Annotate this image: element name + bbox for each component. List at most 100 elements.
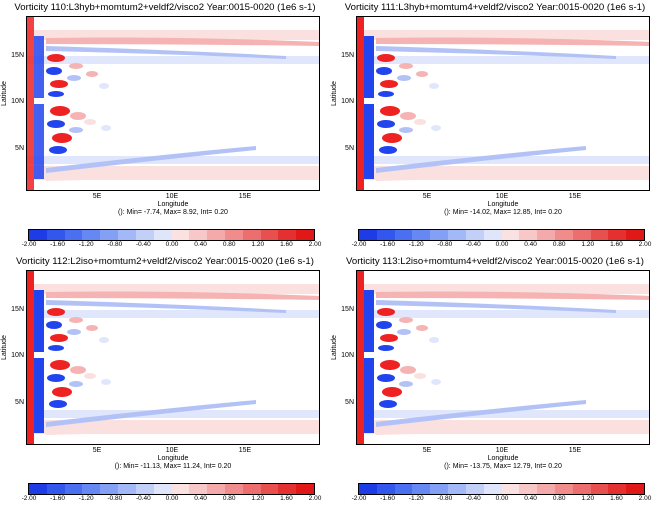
colorbar-swatch bbox=[430, 230, 449, 240]
colorbar-label: -2.00 bbox=[21, 241, 37, 248]
wake-streak bbox=[46, 37, 320, 46]
colorbar-swatch bbox=[359, 484, 377, 494]
colorbar-swatch bbox=[189, 484, 208, 494]
colorbar-label: 1.20 bbox=[581, 241, 595, 248]
zonal-band bbox=[26, 310, 320, 318]
colorbar-label: 2.00 bbox=[638, 495, 652, 502]
colorbar-swatch bbox=[171, 484, 190, 494]
y-tick-15n: 15N bbox=[341, 52, 354, 59]
boundary-jet bbox=[26, 270, 34, 445]
panel-title: Vorticity 111:L3hyb+momtum4+veldf2/visco… bbox=[344, 2, 646, 13]
wake-streak bbox=[376, 300, 616, 313]
x-tick-5e: 5E bbox=[92, 193, 102, 200]
wake-streak bbox=[46, 146, 256, 173]
colorbar-label: 1.20 bbox=[581, 495, 595, 502]
eddy-cell bbox=[400, 112, 416, 120]
zonal-band bbox=[356, 56, 650, 64]
colorbar bbox=[358, 229, 645, 241]
x-tick-15e: 15E bbox=[568, 193, 582, 200]
wake-streak bbox=[46, 46, 286, 59]
colorbar-swatch bbox=[171, 230, 190, 240]
colorbar-label: 0.80 bbox=[222, 495, 236, 502]
vorticity-heatmap bbox=[356, 270, 650, 445]
colorbar-label: 0.80 bbox=[552, 495, 566, 502]
wake-streak bbox=[376, 400, 586, 427]
colorbar-swatch bbox=[118, 484, 136, 494]
boundary-jet bbox=[356, 270, 364, 445]
eddy-cell bbox=[431, 379, 441, 385]
colorbar-swatch bbox=[394, 230, 413, 240]
colorbar-label: -0.80 bbox=[437, 495, 453, 502]
colorbar-swatch bbox=[82, 230, 101, 240]
eddy-cell bbox=[399, 63, 413, 69]
eddy-cell bbox=[376, 67, 392, 75]
panel-113: Vorticity 113:L2iso+momtum4+veldf2/visco… bbox=[330, 254, 659, 507]
colorbar-swatch bbox=[260, 484, 279, 494]
colorbar-swatch bbox=[537, 230, 555, 240]
eddy-cell bbox=[380, 334, 398, 342]
colorbar-label: 2.00 bbox=[308, 495, 322, 502]
colorbar-swatch bbox=[465, 230, 484, 240]
panel-title: Vorticity 110:L3hyb+momtum2+veldf2/visco… bbox=[14, 2, 316, 13]
eddy-cell bbox=[380, 106, 400, 116]
eddy-cell bbox=[399, 317, 413, 323]
colorbar-label: -2.00 bbox=[21, 495, 37, 502]
colorbar-label: -1.60 bbox=[50, 495, 66, 502]
eddy-cell bbox=[399, 381, 413, 387]
panel-111: Vorticity 111:L3hyb+momtum4+veldf2/visco… bbox=[330, 0, 659, 253]
stats-text: (): Min= -13.75, Max= 12.79, Int= 0.20 bbox=[444, 463, 562, 470]
wake-streak bbox=[376, 291, 650, 300]
colorbar-label: 1.60 bbox=[280, 241, 293, 248]
zonal-band bbox=[356, 30, 650, 40]
boundary-jet bbox=[34, 104, 44, 179]
eddy-cell bbox=[86, 325, 98, 331]
colorbar-label: 1.60 bbox=[610, 495, 623, 502]
colorbar-swatch bbox=[554, 484, 573, 494]
eddy-cell bbox=[378, 345, 394, 351]
colorbar-swatch bbox=[64, 230, 83, 240]
eddy-cell bbox=[379, 400, 397, 408]
eddy-cell bbox=[69, 127, 83, 133]
colorbar-label: -1.20 bbox=[408, 241, 424, 248]
y-tick-5n: 5N bbox=[15, 399, 24, 406]
colorbar-swatch bbox=[537, 484, 555, 494]
eddy-cell bbox=[429, 337, 439, 343]
y-tick-15n: 15N bbox=[341, 306, 354, 313]
colorbar-swatch bbox=[296, 230, 314, 240]
eddy-cell bbox=[52, 133, 72, 143]
colorbar-label: 0.40 bbox=[524, 495, 537, 502]
colorbar-label: 0.00 bbox=[495, 241, 509, 248]
colorbar-label: 0.00 bbox=[165, 241, 179, 248]
x-axis-label: Longitude bbox=[157, 455, 189, 462]
colorbar-swatch bbox=[608, 230, 627, 240]
colorbar-label: 2.00 bbox=[638, 241, 652, 248]
colorbar-swatch bbox=[412, 230, 431, 240]
eddy-cell bbox=[416, 325, 428, 331]
plot-frame bbox=[26, 270, 320, 445]
colorbar-swatch bbox=[572, 484, 591, 494]
eddy-cell bbox=[99, 83, 109, 89]
colorbar-label: -1.20 bbox=[78, 241, 94, 248]
colorbar-swatch bbox=[412, 484, 431, 494]
zonal-band bbox=[26, 410, 320, 418]
eddy-cell bbox=[101, 125, 111, 131]
zonal-band bbox=[356, 284, 650, 294]
eddy-cell bbox=[101, 379, 111, 385]
colorbar-swatch bbox=[519, 484, 538, 494]
eddy-cell bbox=[400, 366, 416, 374]
vorticity-heatmap bbox=[26, 270, 320, 445]
eddy-cell bbox=[99, 337, 109, 343]
x-tick-5e: 5E bbox=[422, 193, 432, 200]
eddy-cell bbox=[48, 345, 64, 351]
colorbar-swatch bbox=[29, 230, 47, 240]
colorbar-swatch bbox=[519, 230, 538, 240]
eddy-cell bbox=[47, 120, 65, 128]
colorbar-label: -2.00 bbox=[351, 241, 367, 248]
plot-frame bbox=[356, 16, 650, 191]
colorbar-label: 0.80 bbox=[552, 241, 566, 248]
y-tick-10n: 10N bbox=[341, 352, 354, 359]
wake-streak bbox=[46, 172, 320, 181]
colorbar-swatch bbox=[296, 484, 314, 494]
eddy-cell bbox=[47, 308, 65, 316]
equator-gap bbox=[366, 98, 376, 104]
